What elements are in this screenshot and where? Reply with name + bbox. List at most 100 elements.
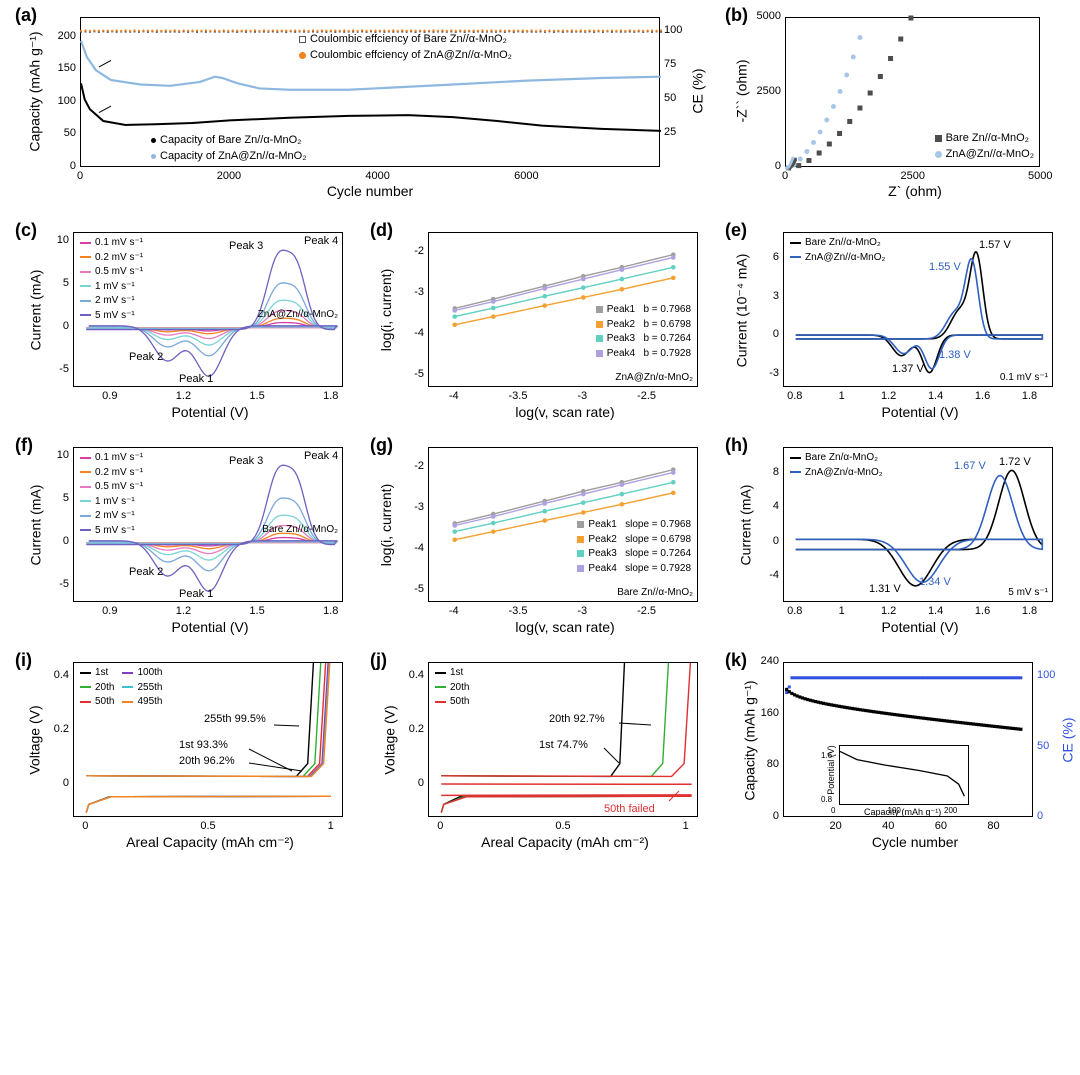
ylabel-g: log(i, current) xyxy=(378,484,394,566)
anno-f-title: Bare Zn//α-MnO₂ xyxy=(262,524,338,535)
legend-e: Bare Zn//α-MnO₂ ZnA@Zn//α-MnO₂ xyxy=(790,236,885,265)
panel-g-label: (g) xyxy=(370,435,393,456)
e-138: 1.38 V xyxy=(939,349,971,361)
xlabel-c: Potential (V) xyxy=(160,404,260,420)
panel-f-label: (f) xyxy=(15,435,33,456)
ylabel-a-left: Capacity (mAh g⁻¹) xyxy=(27,31,44,151)
legend-h: Bare Zn/α-MnO₂ ZnA@Zn/α-MnO₂ xyxy=(790,451,883,480)
panel-f: (f) 0.1 mV s⁻¹0.2 mV s⁻¹0.5 mV s⁻¹1 mV s… xyxy=(15,435,360,645)
panel-j-label: (j) xyxy=(370,650,387,671)
h-172: 1.72 V xyxy=(999,456,1031,468)
panel-b: (b) Bare Zn//α-MnO₂ ZnA@Zn//α-MnO₂ -Z`` … xyxy=(725,5,1065,205)
plot-h: Bare Zn/α-MnO₂ ZnA@Zn/α-MnO₂ 1.72 V 1.67… xyxy=(783,447,1053,602)
xlabel-d: log(v, scan rate) xyxy=(495,404,635,420)
plot-j: 1st20th50th 20th 92.7% 1st 74.7% 50th fa… xyxy=(428,662,698,817)
ylabel-j: Voltage (V) xyxy=(382,705,398,774)
ylabel-k-r: CE (%) xyxy=(1060,717,1076,762)
h-131: 1.31 V xyxy=(869,583,901,595)
leg-h0: Bare Zn/α-MnO₂ xyxy=(805,451,878,465)
e-157: 1.57 V xyxy=(979,239,1011,251)
xlabel-j: Areal Capacity (mAh cm⁻²) xyxy=(470,834,660,851)
leg-e0: Bare Zn//α-MnO₂ xyxy=(805,236,881,250)
panel-k-label: (k) xyxy=(725,650,747,671)
legend-a-ce: Coulombic effciency of Bare Zn//α-MnO₂ C… xyxy=(299,32,512,64)
i-a2: 1st 93.3% xyxy=(179,739,228,751)
i-a3: 20th 96.2% xyxy=(179,755,235,767)
xlabel-k: Cycle number xyxy=(855,834,975,850)
ylabel-b: -Z`` (ohm) xyxy=(734,60,750,123)
legend-a-cap: Capacity of Bare Zn//α-MnO₂ Capacity of … xyxy=(151,133,307,165)
anno-f-p1: Peak 1 xyxy=(179,588,213,600)
panel-d-label: (d) xyxy=(370,220,393,241)
inset-xl: Capacity (mAh g⁻¹) xyxy=(864,807,941,818)
h-rate: 5 mV s⁻¹ xyxy=(1008,587,1048,598)
e-rate: 0.1 mV s⁻¹ xyxy=(1000,372,1048,383)
plot-c: 0.1 mV s⁻¹0.2 mV s⁻¹0.5 mV s⁻¹1 mV s⁻¹2 … xyxy=(73,232,343,387)
xlabel-f: Potential (V) xyxy=(160,619,260,635)
xlabel-i: Areal Capacity (mAh cm⁻²) xyxy=(115,834,305,851)
j-a2: 1st 74.7% xyxy=(539,739,588,751)
h-167: 1.67 V xyxy=(954,460,986,472)
i-a1: 255th 99.5% xyxy=(204,713,266,725)
panel-c: (c) 0.1 mV s⁻¹0.2 mV s⁻¹0.5 mV s⁻¹1 mV s… xyxy=(15,220,360,430)
anno-f-p3: Peak 3 xyxy=(229,455,263,467)
legend-b: Bare Zn//α-MnO₂ ZnA@Zn//α-MnO₂ xyxy=(935,131,1034,163)
plot-b: Bare Zn//α-MnO₂ ZnA@Zn//α-MnO₂ xyxy=(785,17,1040,167)
plot-g: Peak1 slope = 0.7968Peak2 slope = 0.6798… xyxy=(428,447,698,602)
legend-g: Peak1 slope = 0.7968Peak2 slope = 0.6798… xyxy=(577,518,691,576)
anno-f-p2: Peak 2 xyxy=(129,566,163,578)
leg-b0: Bare Zn//α-MnO₂ xyxy=(946,131,1029,146)
panel-d: (d) Peak1 b = 0.7968Peak2 b = 0.6798Peak… xyxy=(370,220,715,430)
e-155: 1.55 V xyxy=(929,261,961,273)
ylabel-e: Current (10⁻⁴ mA) xyxy=(733,254,750,368)
h-134: 1.34 V xyxy=(919,576,951,588)
anno-c-p4: Peak 4 xyxy=(304,235,338,247)
legend-f: 0.1 mV s⁻¹0.2 mV s⁻¹0.5 mV s⁻¹1 mV s⁻¹2 … xyxy=(80,451,143,538)
plot-e: Bare Zn//α-MnO₂ ZnA@Zn//α-MnO₂ 1.57 V 1.… xyxy=(783,232,1053,387)
panel-h-label: (h) xyxy=(725,435,748,456)
ylabel-d: log(i, current) xyxy=(378,269,394,351)
plot-k: Potential (V) Capacity (mAh g⁻¹) 0100200… xyxy=(783,662,1033,817)
j-a3: 50th failed xyxy=(604,803,655,815)
panel-a-label: (a) xyxy=(15,5,37,26)
panel-c-label: (c) xyxy=(15,220,37,241)
panel-e: (e) Bare Zn//α-MnO₂ ZnA@Zn//α-MnO₂ 1.57 … xyxy=(725,220,1070,430)
xlabel-h: Potential (V) xyxy=(870,619,970,635)
leg-a-ce1: Coulombic effciency of ZnA@Zn//α-MnO₂ xyxy=(310,48,512,63)
plot-a: Coulombic effciency of Bare Zn//α-MnO₂ C… xyxy=(80,17,660,167)
ylabel-i: Voltage (V) xyxy=(27,705,43,774)
xlabel-g: log(v, scan rate) xyxy=(495,619,635,635)
legend-d: Peak1 b = 0.7968Peak2 b = 0.6798Peak3 b … xyxy=(596,303,691,361)
panel-e-label: (e) xyxy=(725,220,747,241)
anno-c-title: ZnA@Zn//α-MnO₂ xyxy=(258,309,338,320)
legend-c: 0.1 mV s⁻¹0.2 mV s⁻¹0.5 mV s⁻¹1 mV s⁻¹2 … xyxy=(80,236,143,323)
panel-k: (k) Potential (V) Capacity (mAh g⁻¹) 010… xyxy=(725,650,1070,860)
xlabel-e: Potential (V) xyxy=(870,404,970,420)
panel-j: (j) 1st20th50th 20th 92.7% 1st 74.7% 50t… xyxy=(370,650,715,860)
ylabel-a-right: CE (%) xyxy=(690,68,706,113)
leg-h1: ZnA@Zn/α-MnO₂ xyxy=(805,466,883,480)
xlabel-b: Z` (ohm) xyxy=(865,183,965,199)
leg-b1: ZnA@Zn//α-MnO₂ xyxy=(946,147,1034,162)
panel-h: (h) Bare Zn/α-MnO₂ ZnA@Zn/α-MnO₂ 1.72 V … xyxy=(725,435,1070,645)
leg-a-c0: Capacity of Bare Zn//α-MnO₂ xyxy=(160,133,301,148)
panel-g: (g) Peak1 slope = 0.7968Peak2 slope = 0.… xyxy=(370,435,715,645)
anno-f-p4: Peak 4 xyxy=(304,450,338,462)
ylabel-h: Current (mA) xyxy=(737,485,753,566)
xlabel-a: Cycle number xyxy=(295,183,445,199)
inset-k xyxy=(839,745,969,805)
figure-root: (a) Coulombic effciency of Bare Zn//α-Mn… xyxy=(0,0,1080,1075)
anno-c-p3: Peak 3 xyxy=(229,240,263,252)
panel-b-label: (b) xyxy=(725,5,748,26)
leg-a-c1: Capacity of ZnA@Zn//α-MnO₂ xyxy=(160,149,307,164)
anno-c-p2: Peak 2 xyxy=(129,351,163,363)
leg-e1: ZnA@Zn//α-MnO₂ xyxy=(805,251,885,265)
j-a1: 20th 92.7% xyxy=(549,713,605,725)
plot-f: 0.1 mV s⁻¹0.2 mV s⁻¹0.5 mV s⁻¹1 mV s⁻¹2 … xyxy=(73,447,343,602)
anno-c-p1: Peak 1 xyxy=(179,373,213,385)
panel-i: (i) 1st20th50th100th255th495th 255th 99.… xyxy=(15,650,360,860)
plot-d: Peak1 b = 0.7968Peak2 b = 0.6798Peak3 b … xyxy=(428,232,698,387)
legend-j: 1st20th50th xyxy=(435,666,469,710)
panel-i-label: (i) xyxy=(15,650,32,671)
legend-i: 1st20th50th100th255th495th xyxy=(80,666,163,710)
